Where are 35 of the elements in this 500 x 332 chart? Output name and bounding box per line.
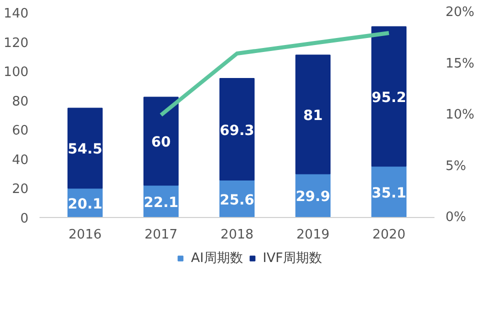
y2-tick-label: 20% [446, 5, 474, 20]
data-label: 60 [151, 134, 172, 151]
y2-tick-label: 10% [446, 108, 474, 122]
data-label: 25.6 [220, 192, 254, 208]
y-tick-label: 140 [4, 6, 29, 22]
y-tick-label: 40 [12, 152, 29, 168]
bar [371, 26, 407, 167]
bar [295, 54, 331, 174]
data-label: 54.5 [68, 142, 102, 158]
x-tick-label: 2020 [372, 228, 406, 242]
legend-label: IVF周期数 [262, 250, 322, 267]
data-label: 95.2 [372, 90, 406, 106]
y2-tick-label: 0% [446, 210, 466, 225]
data-label: 20.1 [68, 196, 102, 212]
data-label: 35.1 [372, 185, 406, 202]
legend-label: AI周期数 [191, 250, 243, 267]
y2-tick-label: 5% [446, 158, 466, 174]
bar [143, 96, 179, 186]
y-tick-label: 120 [4, 36, 29, 51]
x-tick-label: 2018 [220, 228, 254, 242]
y2-tick-label: 15% [446, 56, 474, 72]
data-label: 69.3 [220, 122, 254, 139]
y-tick-label: 60 [12, 124, 29, 139]
x-tick-label: 2019 [296, 228, 330, 242]
bar [219, 78, 255, 181]
y-tick-label: 80 [12, 94, 29, 110]
y-tick-label: 0 [20, 212, 29, 226]
data-label: 29.9 [296, 189, 330, 206]
x-tick-label: 2016 [68, 228, 102, 242]
x-tick-label: 2017 [144, 228, 178, 242]
data-label: 81 [303, 108, 323, 124]
bar [67, 108, 103, 189]
y-tick-label: 20 [12, 182, 29, 198]
y-tick-label: 100 [4, 65, 29, 80]
data-label: 22.1 [144, 194, 178, 211]
